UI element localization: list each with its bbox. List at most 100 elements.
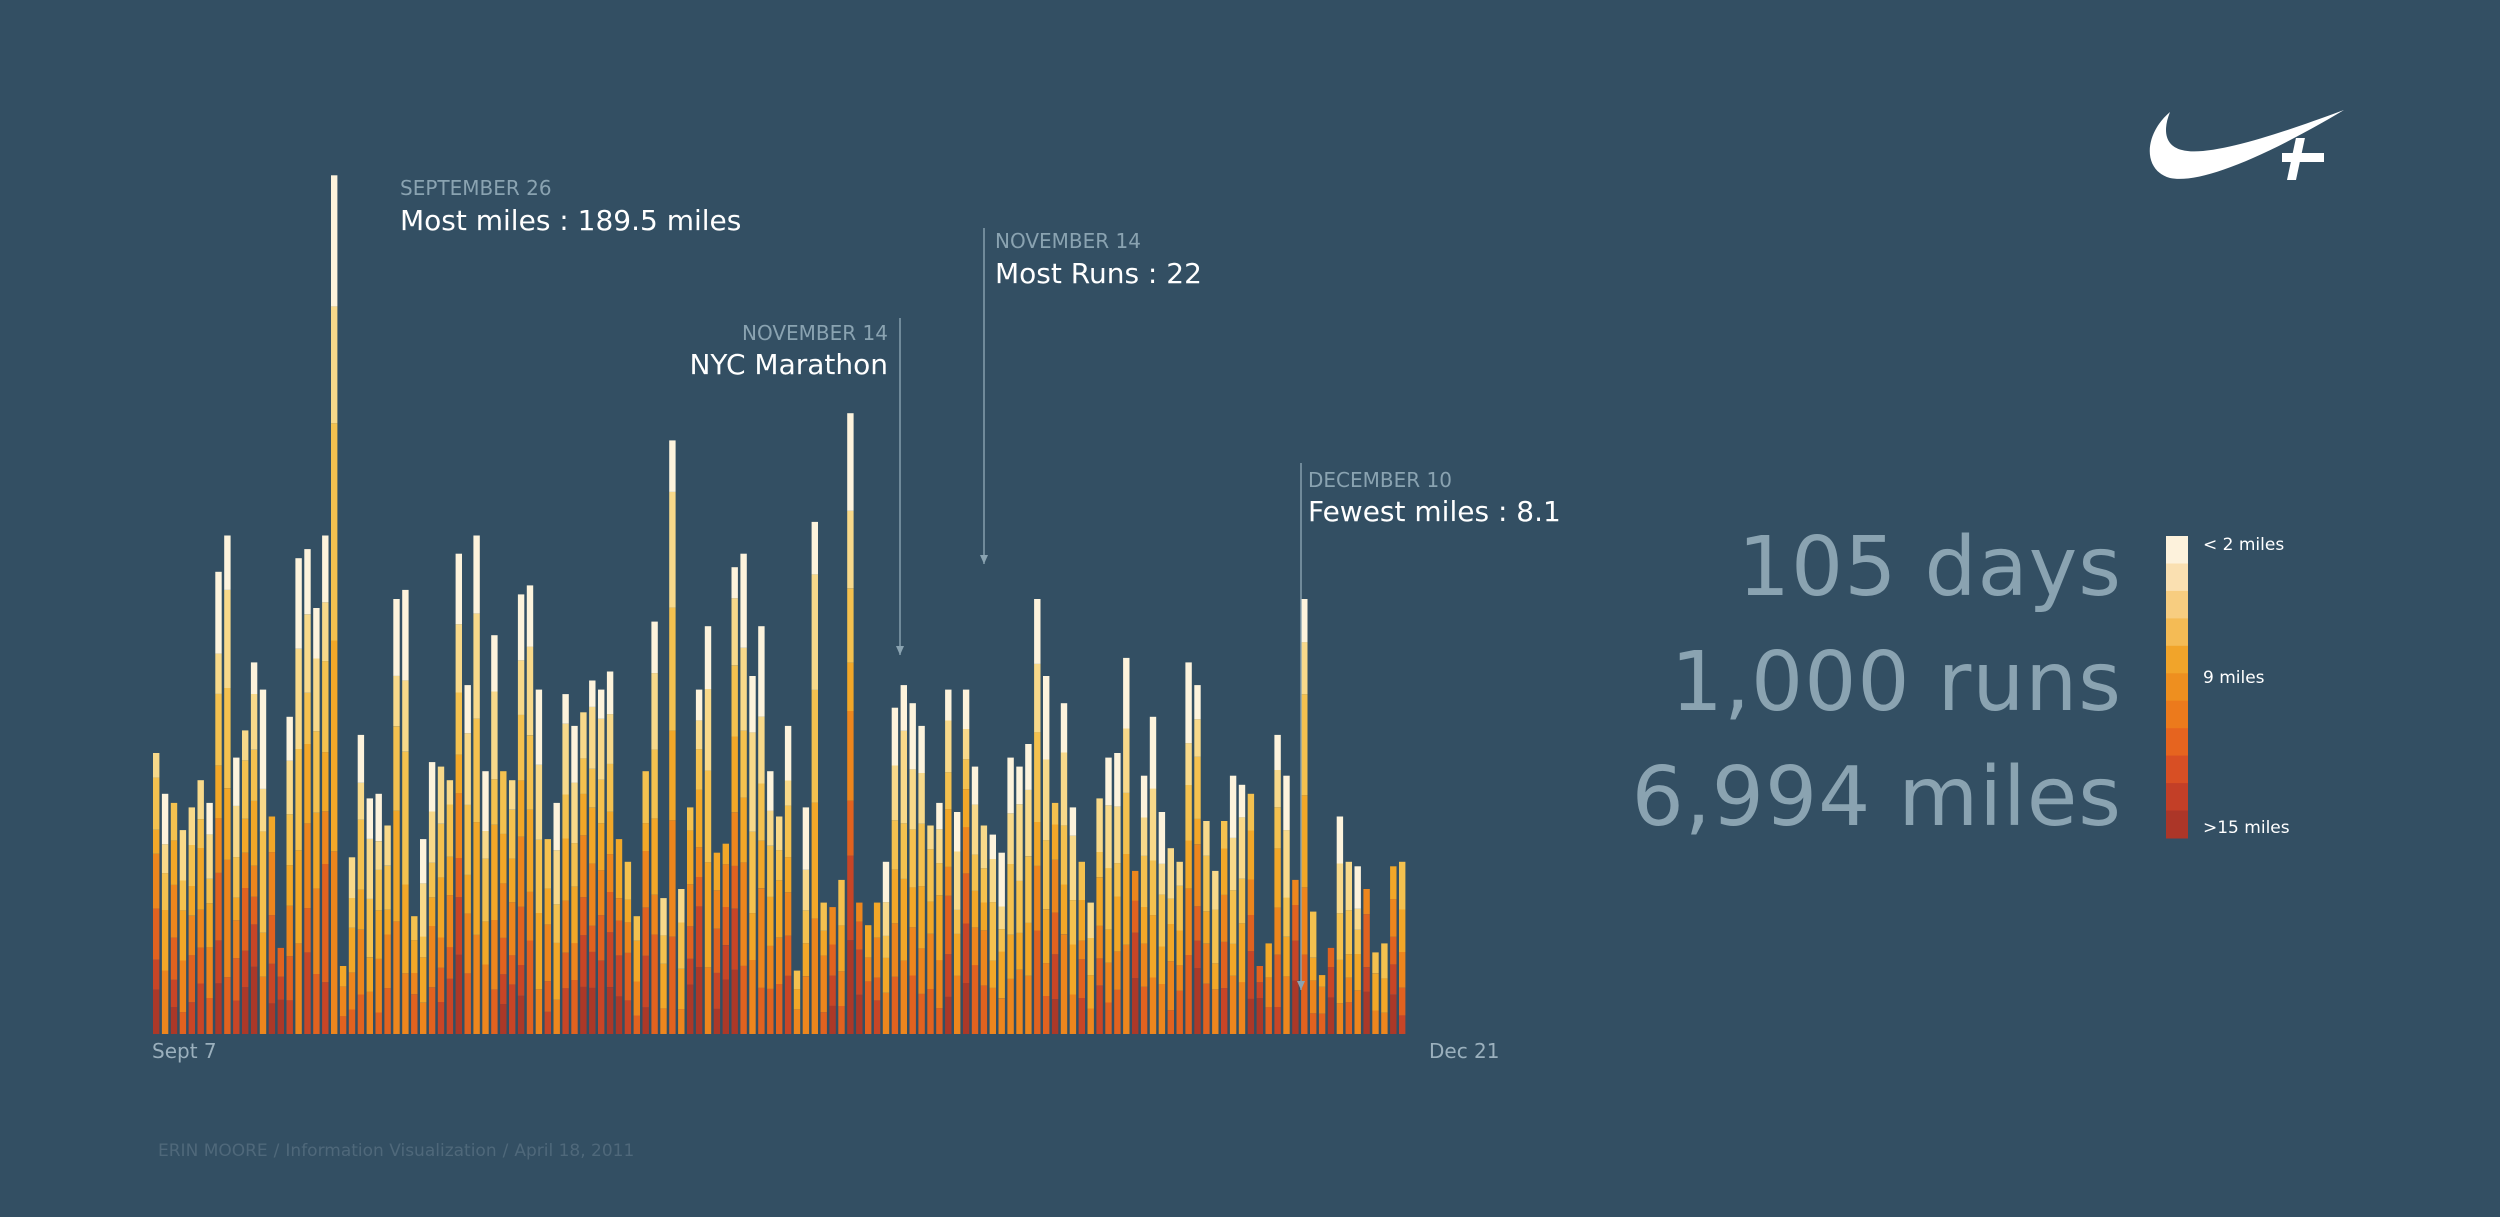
legend-label-bottom: >15 miles xyxy=(2203,818,2290,838)
bar xyxy=(1238,784,1246,1034)
credit-course: Information Visualization xyxy=(285,1141,497,1161)
bar xyxy=(1194,685,1201,1034)
bar xyxy=(1301,599,1308,1034)
bar xyxy=(1167,848,1174,1034)
bar xyxy=(153,753,160,1034)
bar xyxy=(962,689,970,1034)
bar xyxy=(927,825,934,1034)
bar xyxy=(1203,821,1210,1034)
bar xyxy=(206,802,213,1034)
legend-color-scale xyxy=(2166,536,2188,839)
bar xyxy=(989,834,996,1034)
bar xyxy=(767,771,774,1034)
bar xyxy=(945,689,952,1034)
bar xyxy=(544,839,551,1034)
bar xyxy=(331,175,338,1034)
stat-runs: 1,000 runs xyxy=(1670,635,2122,730)
bar xyxy=(1123,657,1130,1034)
bar xyxy=(695,689,703,1034)
bar xyxy=(669,440,676,1034)
bar xyxy=(1345,861,1352,1034)
bar xyxy=(731,567,738,1034)
bar xyxy=(509,780,516,1034)
bar xyxy=(865,925,872,1034)
annotation: NOVEMBER 14 NYC Marathon xyxy=(689,318,904,655)
bar xyxy=(820,902,827,1034)
bar xyxy=(1078,861,1085,1034)
bar xyxy=(393,599,400,1034)
bar xyxy=(375,793,382,1034)
x-axis-start-label: Sept 7 xyxy=(152,1039,217,1063)
bar xyxy=(437,766,445,1034)
bar xyxy=(1247,793,1255,1034)
bar xyxy=(1399,861,1406,1034)
bar xyxy=(1212,870,1219,1034)
bar xyxy=(713,852,721,1034)
bar xyxy=(971,766,979,1034)
bar xyxy=(259,689,267,1034)
bar xyxy=(286,716,293,1034)
annotation: SEPTEMBER 26 Most miles : 189.5 miles xyxy=(400,176,741,237)
bar xyxy=(856,902,863,1034)
credit-line: ERIN MOORE / Information Visualization / Apr… xyxy=(158,1141,635,1161)
bar xyxy=(980,825,988,1034)
bar xyxy=(1221,821,1228,1034)
bar xyxy=(891,707,899,1034)
stat-days: 105 days xyxy=(1737,520,2122,615)
bar xyxy=(624,861,632,1034)
bar xyxy=(838,879,845,1034)
bar xyxy=(1381,943,1388,1034)
bar xyxy=(170,802,178,1034)
stat-miles: 6,994 miles xyxy=(1631,750,2122,845)
bar xyxy=(233,757,240,1034)
bar xyxy=(1069,807,1077,1034)
bar xyxy=(1096,798,1103,1034)
bar xyxy=(1229,775,1237,1034)
bar xyxy=(642,771,649,1034)
bar xyxy=(1292,879,1299,1034)
bar xyxy=(1372,952,1379,1034)
x-axis-end-label: Dec 21 xyxy=(1429,1039,1500,1063)
bar xyxy=(678,889,685,1034)
bar xyxy=(847,413,854,1034)
bar xyxy=(526,585,534,1034)
bar xyxy=(1105,757,1112,1034)
bar xyxy=(420,839,427,1034)
annotation-text: Most miles : 189.5 miles xyxy=(400,204,741,237)
bar xyxy=(1274,734,1281,1034)
bar xyxy=(402,589,409,1034)
bar xyxy=(366,798,373,1034)
bar xyxy=(687,807,694,1034)
bar xyxy=(384,825,391,1034)
bar xyxy=(793,970,801,1034)
bar xyxy=(1140,775,1148,1034)
bar xyxy=(339,966,347,1034)
bar xyxy=(802,807,810,1034)
bar xyxy=(446,780,454,1034)
bar xyxy=(1176,861,1183,1034)
bar xyxy=(1327,947,1335,1034)
credit-date: April 18, 2011 xyxy=(514,1141,635,1161)
legend-swatch xyxy=(2166,755,2188,784)
bar xyxy=(1363,889,1370,1034)
bar xyxy=(500,771,507,1034)
bar xyxy=(704,626,712,1034)
bar xyxy=(909,703,916,1034)
legend-label-top: < 2 miles xyxy=(2203,535,2285,555)
bar xyxy=(998,852,1005,1034)
bar xyxy=(1158,812,1166,1034)
bar xyxy=(606,671,614,1034)
bar xyxy=(598,689,605,1034)
bar xyxy=(829,907,836,1034)
legend-swatch xyxy=(2166,645,2188,674)
bar xyxy=(562,694,569,1034)
bar xyxy=(1051,802,1059,1034)
bar xyxy=(1185,662,1192,1034)
bar xyxy=(313,608,320,1034)
annotation: NOVEMBER 14 Most Runs : 22 xyxy=(980,228,1202,564)
bar xyxy=(428,762,436,1034)
bar xyxy=(873,902,881,1034)
bar xyxy=(188,807,195,1034)
bar xyxy=(882,861,890,1034)
